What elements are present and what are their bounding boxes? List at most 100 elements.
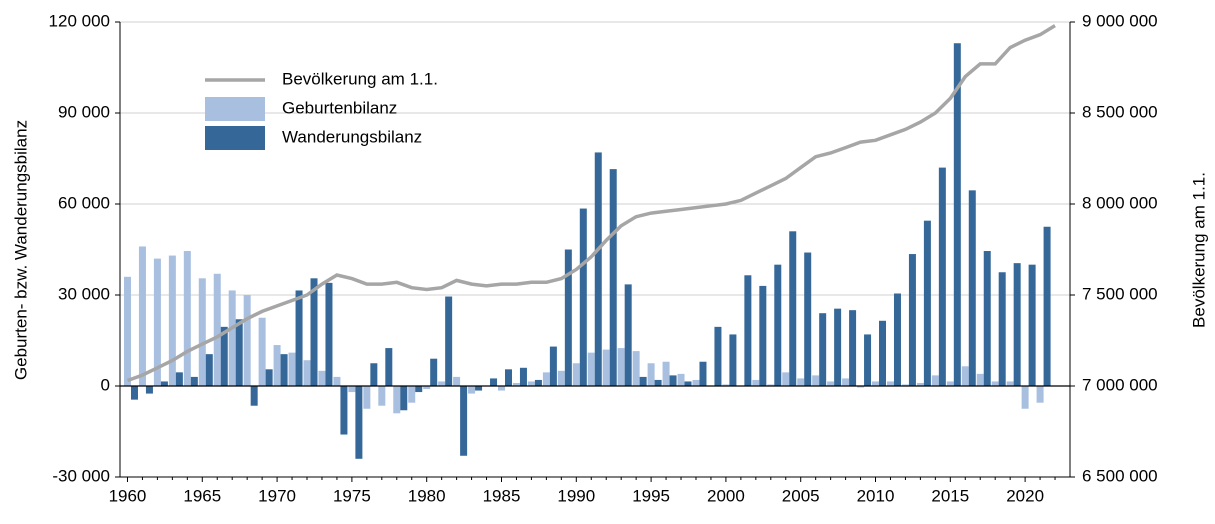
bar xyxy=(812,375,820,386)
bar xyxy=(519,367,527,386)
bar xyxy=(228,290,236,386)
bar xyxy=(961,366,969,386)
x-tick-label: 1995 xyxy=(632,486,670,505)
y-tick-label: 120 000 xyxy=(49,11,110,30)
bar xyxy=(288,352,296,386)
bar xyxy=(916,382,924,386)
bar xyxy=(804,252,812,386)
x-tick-label: 1975 xyxy=(333,486,371,505)
bar xyxy=(759,285,767,386)
x-tick-label: 1970 xyxy=(258,486,296,505)
bar xyxy=(782,372,790,386)
bar xyxy=(190,376,198,386)
bar xyxy=(774,264,782,386)
bar xyxy=(789,231,797,386)
x-tick-label: 1985 xyxy=(483,486,521,505)
bar xyxy=(490,378,498,386)
bar xyxy=(295,290,303,386)
bar xyxy=(857,386,865,388)
bar xyxy=(243,295,251,386)
bar xyxy=(968,190,976,386)
bar xyxy=(303,360,311,386)
y-tick-label: 90 000 xyxy=(58,102,110,121)
bar xyxy=(842,378,850,386)
bar xyxy=(213,273,221,386)
bar xyxy=(692,379,700,386)
y2-tick-label: 7 000 000 xyxy=(1082,375,1158,394)
bar xyxy=(602,349,610,386)
y2-tick-label: 8 000 000 xyxy=(1082,193,1158,212)
bar xyxy=(908,254,916,386)
bar xyxy=(893,293,901,386)
y-axis-title: Geburten- bzw. Wanderungsbilanz xyxy=(11,120,30,380)
bar xyxy=(168,255,176,386)
bar xyxy=(827,381,835,386)
bar xyxy=(370,363,378,386)
bar xyxy=(767,384,775,386)
bar xyxy=(879,320,887,386)
bar xyxy=(647,363,655,386)
bar xyxy=(542,372,550,386)
bar xyxy=(393,386,401,414)
bar xyxy=(722,384,730,386)
bar xyxy=(1013,263,1021,386)
bar xyxy=(587,352,595,386)
bar xyxy=(714,326,722,386)
bar xyxy=(594,152,602,386)
bar xyxy=(123,276,131,386)
bar xyxy=(198,278,206,386)
bar xyxy=(901,384,909,386)
bar xyxy=(310,278,318,386)
legend-label: Bevölkerung am 1.1. xyxy=(282,69,438,88)
bar xyxy=(534,379,542,386)
bar xyxy=(991,381,999,386)
bar xyxy=(258,317,266,386)
bar xyxy=(797,378,805,386)
bar xyxy=(609,169,617,386)
x-tick-label: 2010 xyxy=(857,486,895,505)
bar xyxy=(504,369,512,386)
bar xyxy=(175,372,183,386)
y-tick-label: 0 xyxy=(101,375,110,394)
x-tick-label: 1960 xyxy=(109,486,147,505)
bar xyxy=(684,381,692,386)
bar xyxy=(220,326,228,386)
bar xyxy=(453,376,461,386)
bar xyxy=(624,284,632,386)
bar xyxy=(250,386,258,406)
legend-swatch xyxy=(205,97,265,121)
bar xyxy=(549,346,557,386)
bar xyxy=(445,296,453,386)
bar xyxy=(953,43,961,386)
x-tick-label: 1990 xyxy=(557,486,595,505)
bar xyxy=(983,251,991,386)
bar xyxy=(617,348,625,386)
legend-label: Geburtenbilanz xyxy=(282,98,397,117)
y2-tick-label: 9 000 000 xyxy=(1082,11,1158,30)
bar xyxy=(669,375,677,386)
y-tick-label: 60 000 xyxy=(58,193,110,212)
bar xyxy=(834,308,842,386)
bar xyxy=(946,381,954,386)
x-tick-label: 2000 xyxy=(707,486,745,505)
bar xyxy=(497,386,505,391)
bar xyxy=(423,386,431,390)
bar xyxy=(639,376,647,386)
bar xyxy=(145,386,153,394)
bar xyxy=(923,220,931,386)
bar xyxy=(557,370,565,386)
bar xyxy=(415,386,423,393)
bar xyxy=(564,249,572,386)
bar xyxy=(1021,386,1029,409)
bar xyxy=(280,354,288,386)
bar xyxy=(475,386,483,391)
bar xyxy=(205,354,213,386)
bar xyxy=(333,376,341,386)
bar xyxy=(872,381,880,386)
bar xyxy=(1028,264,1036,386)
bar xyxy=(512,382,520,386)
bar xyxy=(864,334,872,386)
bar xyxy=(363,386,371,409)
bar xyxy=(527,381,535,386)
